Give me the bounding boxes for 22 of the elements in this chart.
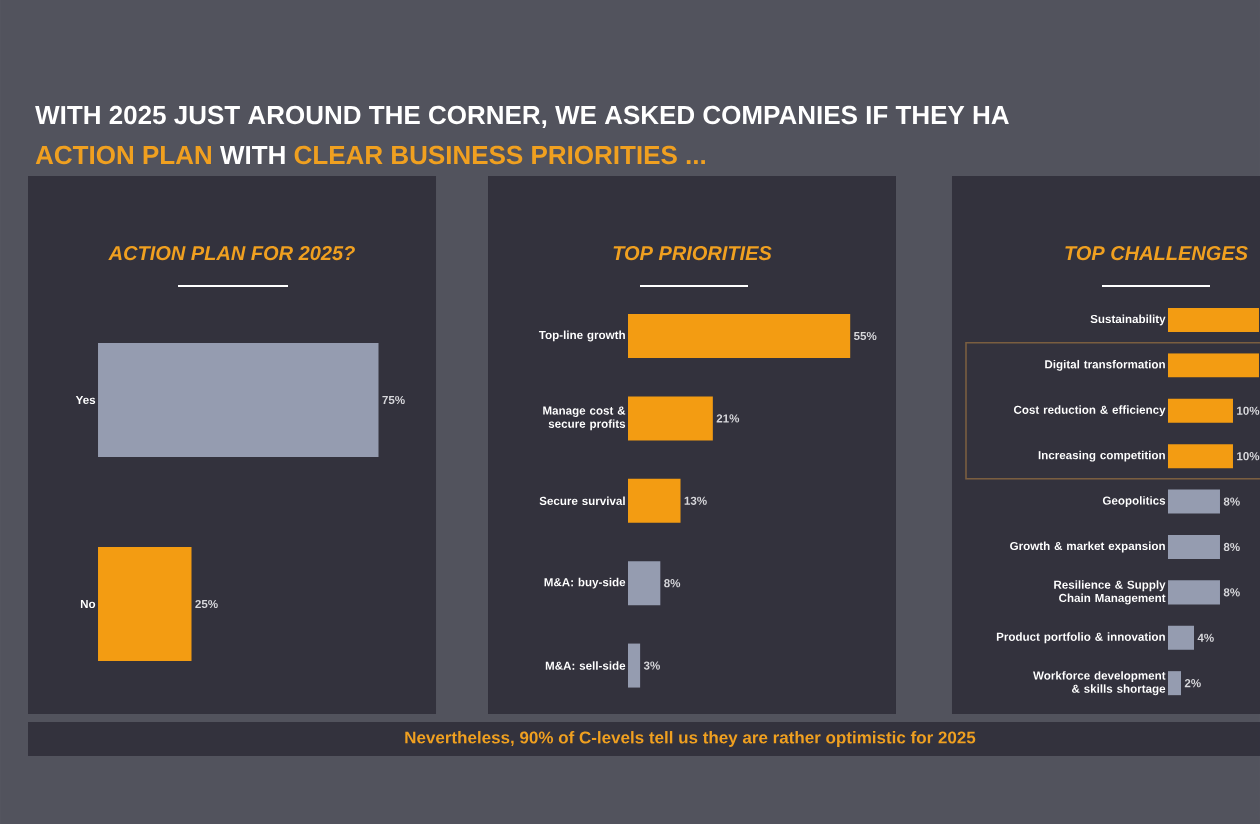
- bar: [1167, 580, 1220, 605]
- chart-title: TOP PRIORITIES: [613, 246, 772, 261]
- text: WITH: [219, 146, 285, 164]
- bar: [628, 561, 661, 606]
- text: ACTION PLAN: [35, 145, 211, 165]
- bar: [628, 313, 851, 358]
- bar: [1167, 625, 1194, 650]
- text: CLEAR BUSINESS PRIORITIES ...: [294, 145, 705, 165]
- text: Nevertheless, 90% of C-levels tell us they are rather optimistic for 2025: [405, 731, 976, 747]
- bar: [1167, 444, 1233, 469]
- bar: [1167, 534, 1220, 559]
- bar: [1167, 489, 1220, 514]
- bar: [628, 396, 713, 441]
- bar: [628, 478, 681, 523]
- bar: [1167, 671, 1181, 696]
- bar: [1167, 307, 1259, 332]
- bar: [628, 643, 641, 688]
- bar: [1167, 398, 1233, 423]
- text: WITH 2025 JUST AROUND THE CORNER, WE ASKED COMPANIES IF THEY HA: [35, 105, 1009, 128]
- chart-title: TOP CHALLENGES: [1065, 246, 1248, 261]
- chart-title: ACTION PLAN FOR 2025?: [108, 246, 355, 261]
- bar: [1167, 353, 1259, 378]
